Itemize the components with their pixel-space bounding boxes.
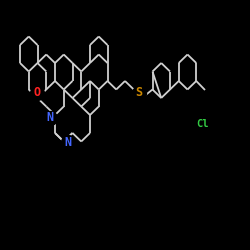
Text: N: N — [46, 111, 54, 124]
Text: N: N — [64, 136, 71, 148]
Text: O: O — [34, 86, 40, 99]
Text: S: S — [135, 86, 142, 100]
Text: Cl: Cl — [196, 119, 209, 129]
